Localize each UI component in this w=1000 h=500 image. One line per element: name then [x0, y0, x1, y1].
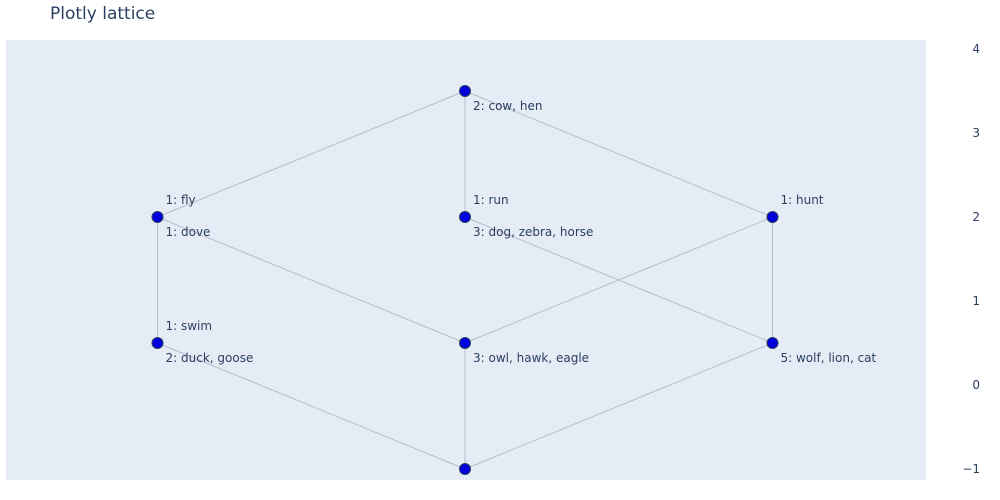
- labels-layer: 2: cow, hen 1: fly 1: dove 1: run 3: dog, ze…: [166, 99, 877, 365]
- chart-title: Plotly lattice: [50, 4, 156, 24]
- node-label-lower-fly: 1: dove: [166, 225, 211, 239]
- node-label-lower-owl: 3: owl, hawk, eagle: [473, 351, 589, 365]
- node-label-upper-fly: 1: fly: [166, 193, 196, 207]
- y-tick-label: 4: [972, 42, 980, 56]
- y-tick-label: 2: [972, 210, 980, 224]
- edge-swim-bottom: [157, 342, 466, 470]
- edge-hunt-owl: [464, 216, 773, 344]
- edge-top-hunt: [464, 90, 773, 218]
- edge-fly-owl: [157, 216, 466, 344]
- node-label-lower-swim: 2: duck, goose: [166, 351, 254, 365]
- node-label-lower-wolf: 5: wolf, lion, cat: [781, 351, 877, 365]
- node-label-lower-run: 3: dog, zebra, horse: [473, 225, 593, 239]
- node-wolf[interactable]: [766, 337, 779, 349]
- y-tick-label: 3: [972, 126, 980, 140]
- node-swim[interactable]: [151, 337, 164, 349]
- y-tick-label: −1: [962, 462, 980, 476]
- node-top[interactable]: [459, 85, 471, 97]
- nodes-layer: [151, 85, 779, 475]
- node-fly[interactable]: [151, 211, 164, 223]
- node-label-upper-hunt: 1: hunt: [781, 193, 824, 207]
- node-label-upper-swim: 1: swim: [166, 319, 213, 333]
- node-bottom[interactable]: [459, 463, 471, 475]
- y-axis: 4 3 2 1 0 −1: [962, 42, 980, 476]
- node-run[interactable]: [459, 211, 471, 223]
- node-label-lower-top: 2: cow, hen: [473, 99, 542, 113]
- edge-wolf-bottom: [464, 342, 773, 470]
- node-label-upper-run: 1: run: [473, 193, 509, 207]
- plot-area-background: [6, 40, 926, 480]
- y-tick-label: 0: [972, 378, 980, 392]
- node-owl[interactable]: [459, 337, 471, 349]
- edge-top-fly: [157, 90, 466, 218]
- y-tick-label: 1: [972, 294, 980, 308]
- node-hunt[interactable]: [766, 211, 779, 223]
- edges-layer: [157, 90, 773, 470]
